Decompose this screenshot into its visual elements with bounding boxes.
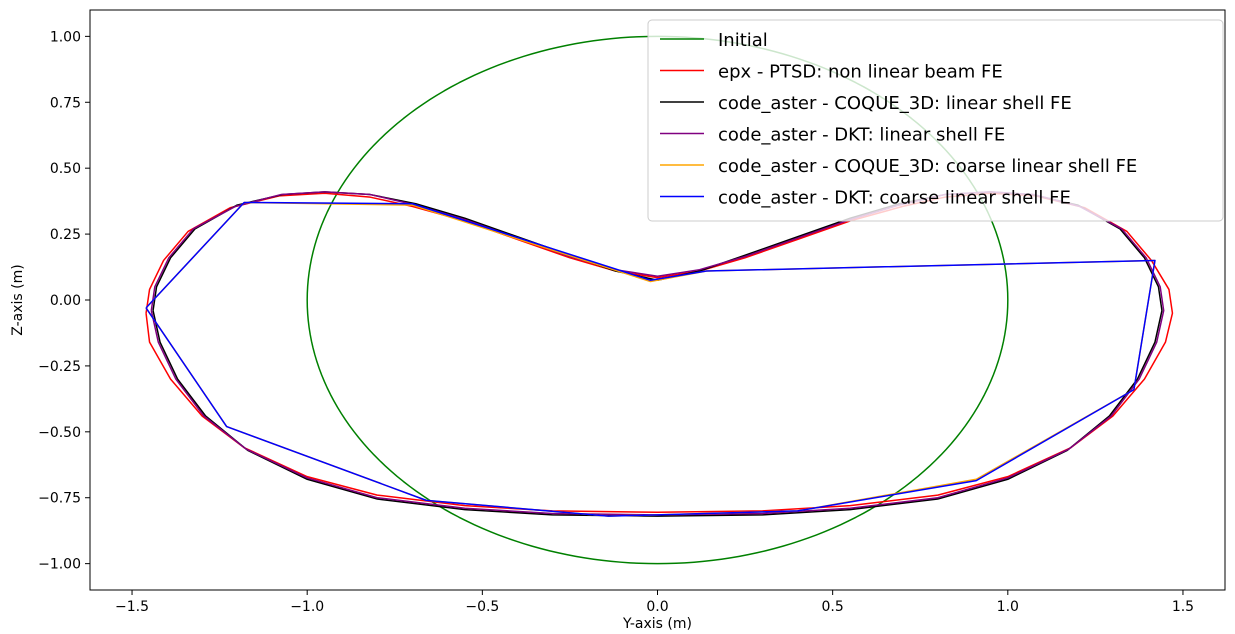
legend: Initial epx - PTSD: non linear beam FE cod…: [647, 19, 1224, 222]
y-tick-label: 0.00: [50, 293, 81, 309]
y-axis-ticks: 1.00 0.75 0.50 0.25 0.00 −0.25 −0.50 −0.75 −1.00: [38, 29, 90, 573]
x-axis-label: Y-axis (m): [622, 616, 692, 632]
legend-label-2: code_aster - COQUE_3D: linear shell FE: [718, 93, 1072, 114]
legend-label-5: code_aster - DKT: coarse linear shell FE: [718, 188, 1071, 209]
legend-label-1: epx - PTSD: non linear beam FE: [718, 62, 1003, 83]
legend-label-4: code_aster - COQUE_3D: coarse linear she…: [718, 156, 1137, 177]
y-tick-label: −1.00: [38, 557, 81, 573]
y-tick-label: −0.25: [38, 359, 81, 375]
y-tick-label: −0.50: [38, 425, 81, 441]
x-tick-label: 0.5: [822, 599, 844, 615]
y-tick-label: 1.00: [50, 29, 81, 45]
x-tick-label: 0.0: [646, 599, 668, 615]
legend-label-3: code_aster - DKT: linear shell FE: [718, 125, 1005, 146]
x-tick-label: 1.0: [997, 599, 1019, 615]
y-tick-label: 0.75: [50, 95, 81, 111]
x-axis-ticks: −1.5 −1.0 −0.5 0.0 0.5 1.0 1.5: [115, 590, 1194, 615]
y-tick-label: 0.50: [50, 161, 81, 177]
legend-label-0: Initial: [718, 30, 768, 51]
y-tick-label: 0.25: [50, 227, 81, 243]
x-tick-label: −0.5: [465, 599, 499, 615]
x-tick-label: −1.5: [115, 599, 149, 615]
x-tick-label: 1.5: [1172, 599, 1194, 615]
legend-box: [647, 19, 1224, 222]
y-axis-label: Z-axis (m): [10, 264, 26, 335]
y-tick-label: −0.75: [38, 491, 81, 507]
x-tick-label: −1.0: [290, 599, 324, 615]
series-line-5: [145, 201, 1156, 517]
